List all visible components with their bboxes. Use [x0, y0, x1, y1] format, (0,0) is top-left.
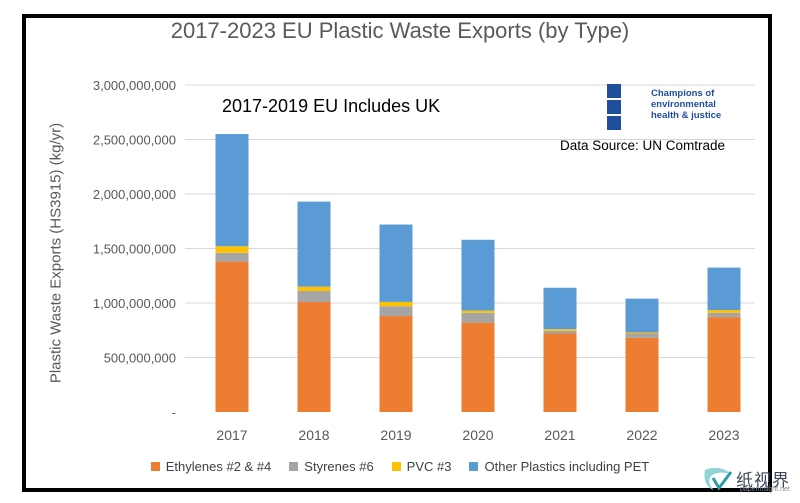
legend-label-other: Other Plastics including PET	[484, 459, 650, 474]
legend-item-styrenes: Styrenes #6	[289, 459, 374, 474]
bar-2017-pvc	[215, 246, 249, 253]
bar-2017-other	[215, 134, 249, 247]
bar-2019-ethylenes	[379, 316, 413, 412]
bar-2020-pvc	[461, 310, 495, 313]
y-tick-label: 3,000,000,000	[93, 78, 176, 93]
logo-line-3: health & justice	[651, 110, 722, 121]
bar-2020-styrenes	[461, 312, 495, 323]
logo-line-2: environmental	[651, 99, 716, 110]
x-tick-label: 2021	[544, 427, 575, 443]
y-tick-label: 500,000,000	[104, 351, 176, 366]
x-tick-label: 2018	[298, 427, 329, 443]
bar-2023-ethylenes	[707, 317, 741, 412]
x-tick-labels: 2017 2018 2019 2020 2021 2022 2023	[216, 427, 739, 443]
bar-2022-pvc	[625, 332, 659, 334]
logo-line-1: Champions of	[651, 88, 715, 99]
bar-2018-styrenes	[297, 291, 331, 302]
watermark: 纸视界 paperinsight.net	[700, 462, 800, 499]
bar-2020-other	[461, 239, 495, 311]
y-tick-label: 2,500,000,000	[93, 133, 176, 148]
bar-2023-pvc	[707, 310, 741, 313]
legend-item-pvc: PVC #3	[391, 459, 452, 474]
chart-title: 2017-2023 EU Plastic Waste Exports (by T…	[170, 18, 630, 43]
x-tick-label: 2020	[462, 427, 493, 443]
x-tick-label: 2019	[380, 427, 411, 443]
ban-logo: Champions of environmental health & just…	[607, 84, 721, 130]
legend-swatch-other	[469, 462, 479, 471]
logo-tagline: Champions of environmental health & just…	[651, 88, 727, 121]
bar-2019-styrenes	[379, 306, 413, 317]
bar-2021-ethylenes	[543, 333, 577, 412]
legend-label-pvc: PVC #3	[406, 459, 452, 474]
watermark-url: paperinsight.net	[740, 486, 790, 493]
bars	[215, 134, 741, 412]
bar-2023-other	[707, 267, 741, 311]
bar-2019-pvc	[379, 301, 413, 307]
bar-2021-styrenes	[543, 330, 577, 334]
annotation-data-source: Data Source: UN Comtrade	[560, 138, 726, 153]
gridlines	[185, 84, 755, 358]
x-tick-label: 2017	[216, 427, 247, 443]
bar-2023-styrenes	[707, 312, 741, 318]
y-axis-label: Plastic Waste Exports (HS3915) (kg/yr)	[47, 122, 65, 384]
logo-bar-n	[607, 116, 621, 130]
y-tick-label: -	[172, 405, 176, 420]
legend-swatch-ethylenes	[150, 462, 160, 471]
legend: Ethylenes #2 & #4 Styrenes #6 PVC #3 Oth…	[0, 459, 800, 474]
logo-bar-b	[607, 84, 621, 98]
logo-bar-a	[607, 100, 621, 114]
bar-2022-styrenes	[625, 333, 659, 338]
legend-swatch-pvc	[391, 462, 401, 471]
watermark-text: 纸视界	[736, 471, 790, 491]
legend-item-ethylenes: Ethylenes #2 & #4	[150, 459, 272, 474]
bar-2019-other	[379, 224, 413, 302]
bar-2022-ethylenes	[625, 337, 659, 412]
legend-item-other: Other Plastics including PET	[469, 459, 649, 474]
x-tick-label: 2023	[708, 427, 739, 443]
bar-2018-pvc	[297, 286, 331, 292]
bar-2021-other	[543, 287, 577, 330]
bar-2018-other	[297, 201, 331, 287]
y-tick-label: 1,500,000,000	[93, 242, 176, 257]
legend-swatch-styrenes	[289, 462, 299, 471]
legend-label-ethylenes: Ethylenes #2 & #4	[165, 459, 272, 474]
bar-2021-pvc	[543, 329, 577, 331]
legend-label-styrenes: Styrenes #6	[304, 459, 374, 474]
watermark-logo-icon	[704, 467, 733, 491]
bar-2017-styrenes	[215, 252, 249, 262]
y-tick-labels: - 500,000,000 1,000,000,000 1,500,000,000 2,…	[93, 78, 176, 420]
bar-2017-ethylenes	[215, 261, 249, 412]
y-tick-label: 2,000,000,000	[93, 187, 176, 202]
bar-2022-other	[625, 298, 659, 333]
x-tick-label: 2022	[626, 427, 657, 443]
bar-2020-ethylenes	[461, 322, 495, 412]
annotation-uk-note: 2017-2019 EU Includes UK	[222, 96, 441, 116]
ban-logo-mark	[607, 84, 621, 130]
bar-2018-ethylenes	[297, 301, 331, 412]
y-tick-label: 1,000,000,000	[93, 296, 176, 311]
